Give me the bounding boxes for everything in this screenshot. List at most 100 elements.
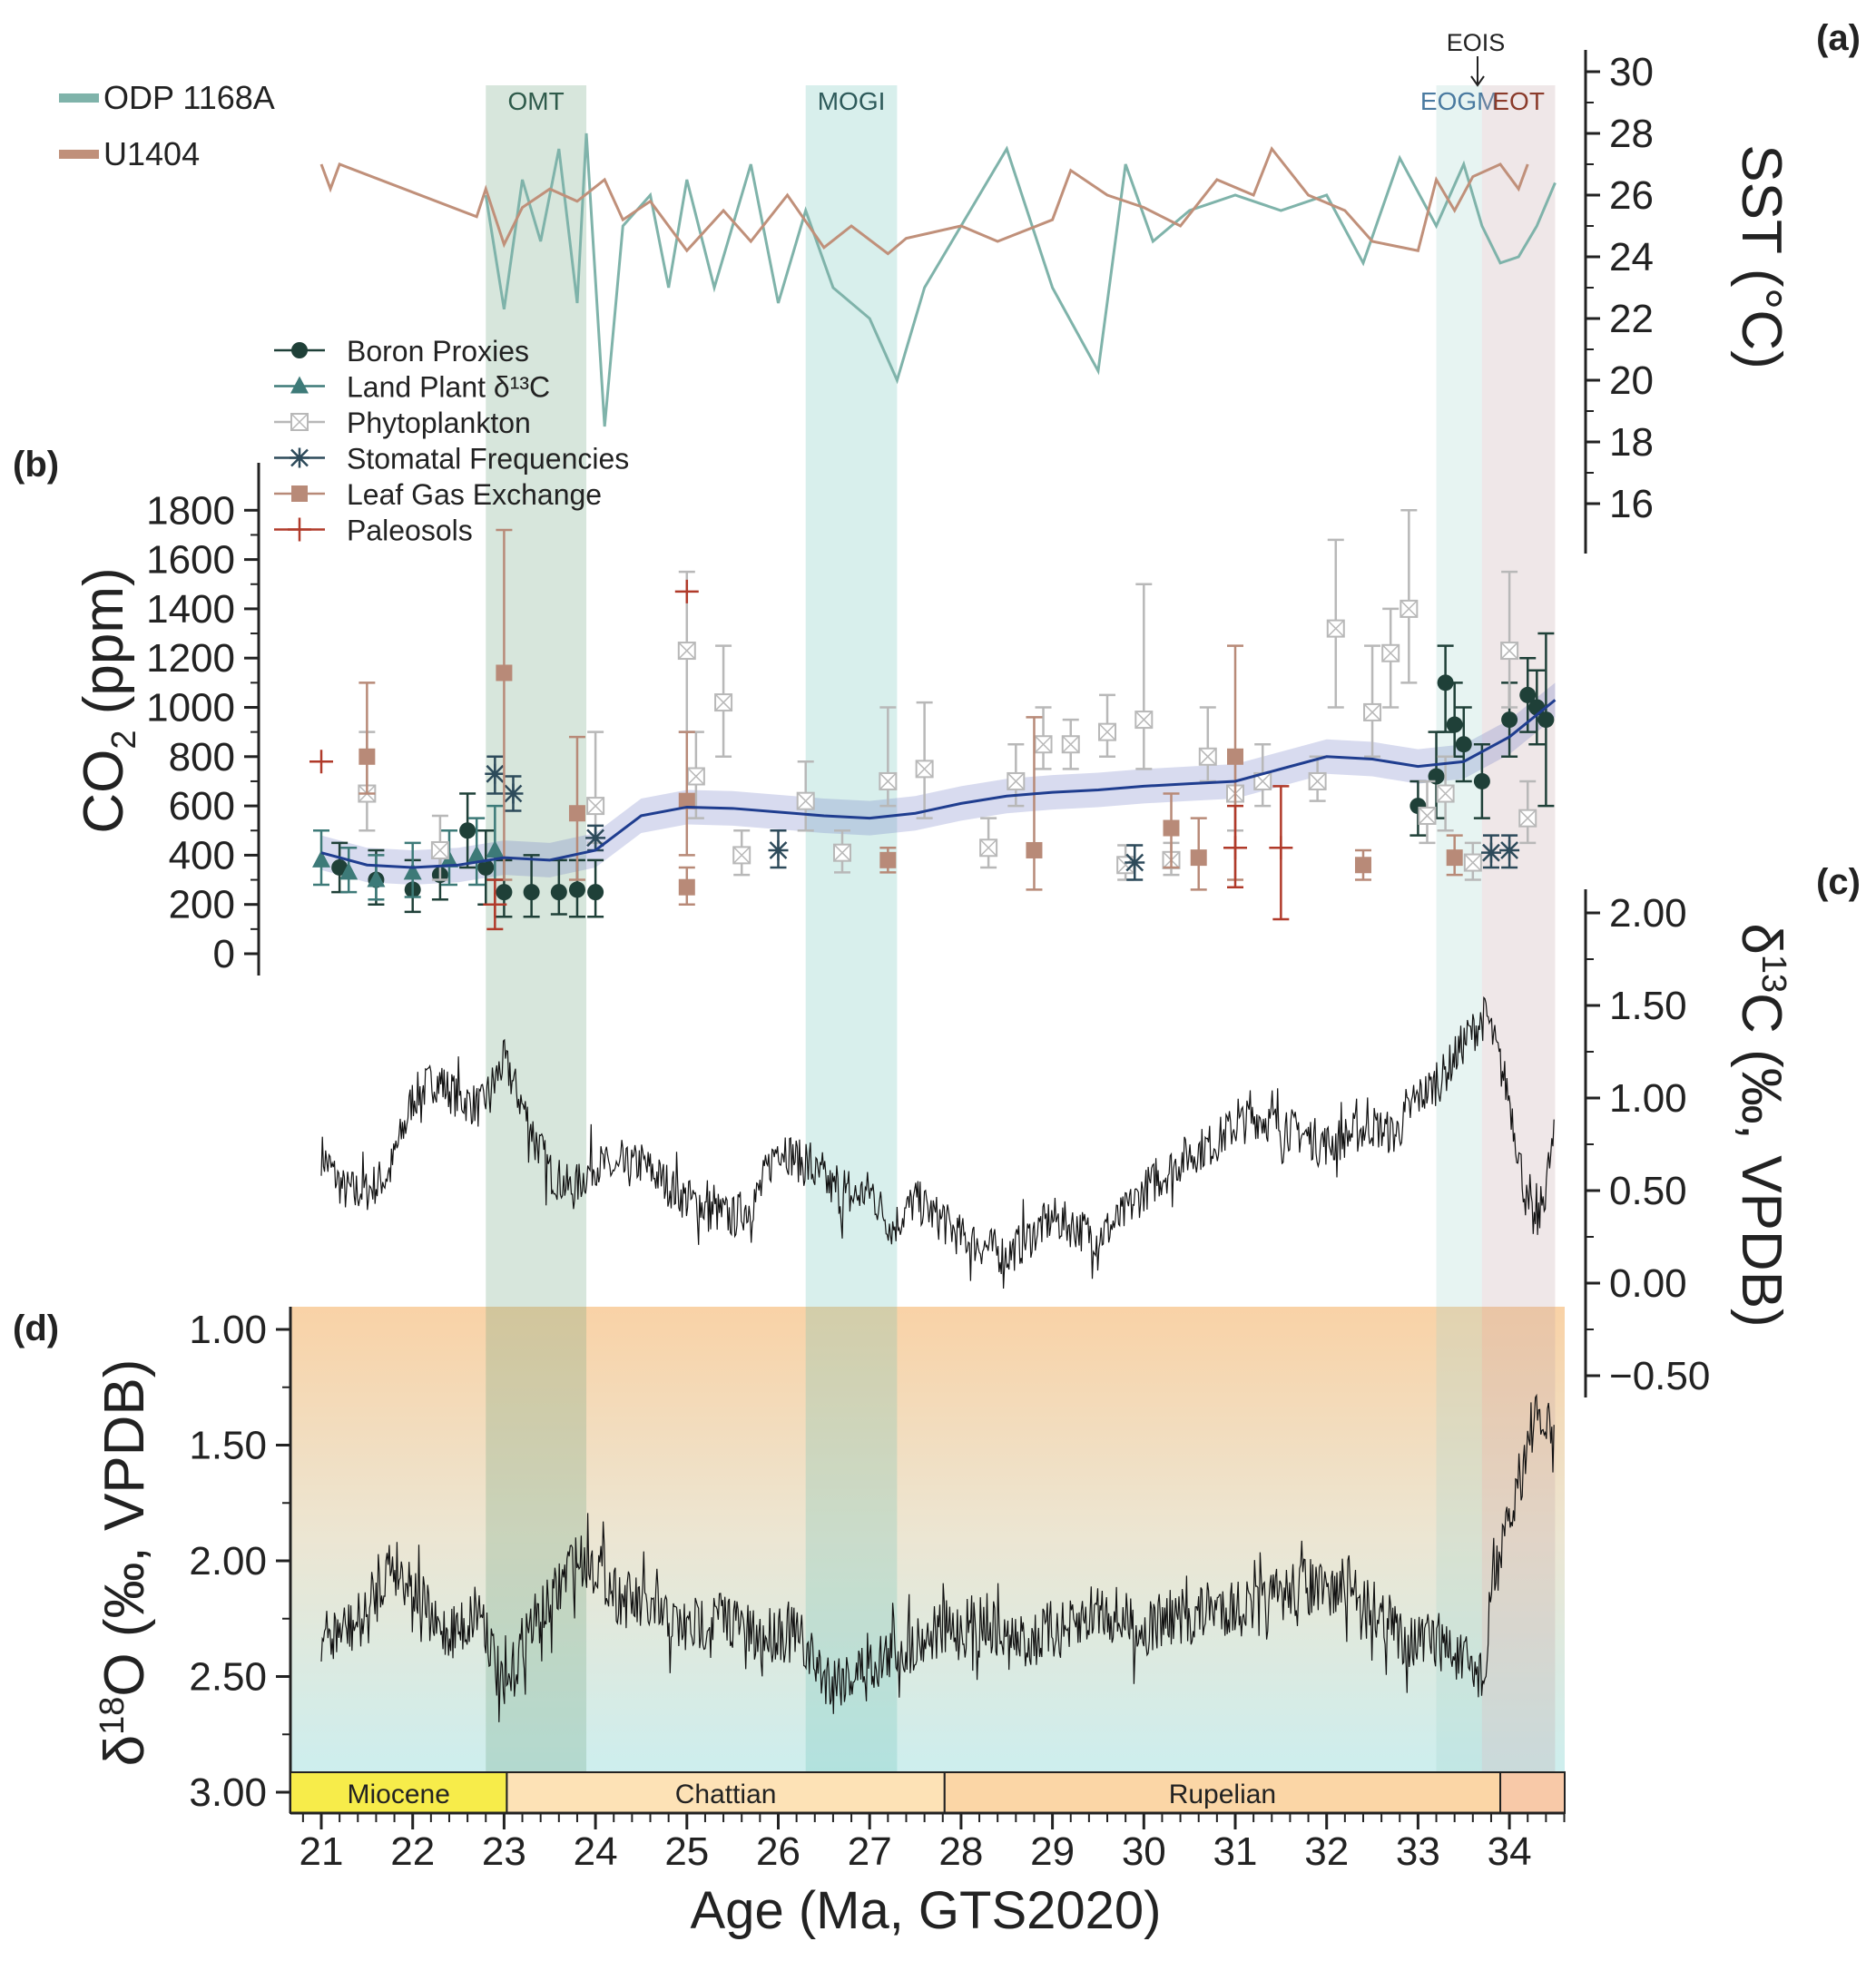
co2-tick-label: 600	[169, 784, 235, 829]
event-band-eogm	[1437, 85, 1482, 1772]
co2-point-phytoplankton	[1419, 808, 1435, 824]
co2-point-phytoplankton	[980, 839, 997, 856]
x-tick-label: 30	[1122, 1829, 1166, 1874]
x-tick-label: 22	[390, 1829, 435, 1874]
x-tick-label: 23	[482, 1829, 526, 1874]
legend-label: Leaf Gas Exchange	[347, 478, 602, 511]
co2-point-leaf-gas-exchange	[359, 749, 375, 765]
epoch-label: Miocene	[348, 1780, 450, 1809]
d13c-tick-label: 0.00	[1609, 1261, 1687, 1306]
d-panel-background	[290, 1307, 1565, 1772]
co2-tick-label: 1000	[146, 686, 235, 730]
co2-point-leaf-gas-exchange	[879, 852, 896, 868]
co2-point-paleosols	[1223, 836, 1247, 859]
co2-point-paleosols	[1269, 836, 1292, 859]
sst-line-odp1168a	[486, 133, 1555, 427]
d18o-axis-title: δ18O (‰, VPDB)	[93, 1359, 156, 1767]
legend-marker-asterisk-icon	[290, 448, 309, 468]
event-label-mogi: MOGI	[818, 87, 886, 115]
d13c-tick-label: 0.50	[1609, 1169, 1687, 1213]
figure: OMT MOGI EOGMEOT 3028262422201816020040060…	[0, 0, 1876, 1961]
co2-point-stomatal-frequencies	[503, 784, 523, 804]
co2-point-phytoplankton	[917, 760, 933, 777]
d13c-tick-label: −0.50	[1609, 1354, 1710, 1398]
co2-point-phytoplankton	[1501, 642, 1517, 659]
co2-point-phytoplankton	[587, 798, 604, 814]
co2-point-phytoplankton	[679, 642, 695, 659]
co2-point-stomatal-frequencies	[485, 764, 505, 784]
co2-point-boron-proxies	[1447, 717, 1463, 733]
co2-point-leaf-gas-exchange	[569, 805, 585, 821]
co2-point-phytoplankton	[1135, 711, 1152, 728]
x-tick-label: 27	[848, 1829, 892, 1874]
legend-label: Phytoplankton	[347, 407, 531, 439]
sst-tick-label: 24	[1609, 235, 1654, 279]
d18o-title-sup: 18	[93, 1697, 132, 1735]
co2-point-boron-proxies	[1456, 736, 1472, 752]
d18o-title-rest: O (‰, VPDB)	[93, 1359, 156, 1697]
d13c-axis-title: δ13C (‰, VPDB)	[1730, 923, 1793, 1327]
epoch-label: Chattian	[675, 1780, 777, 1809]
sst-tick-label: 26	[1609, 173, 1654, 218]
x-tick-label: 26	[756, 1829, 800, 1874]
co2-point-boron-proxies	[1537, 711, 1554, 728]
d13c-title-sup: 13	[1754, 955, 1793, 993]
co2-point-stomatal-frequencies	[1125, 853, 1144, 873]
co2-tick-label: 800	[169, 735, 235, 779]
x-tick-label: 21	[300, 1829, 344, 1874]
co2-point-phytoplankton	[1310, 773, 1326, 789]
epoch-label: Rupelian	[1169, 1780, 1276, 1809]
legend-label-odp1168a: ODP 1168A	[103, 79, 275, 116]
co2-point-phytoplankton	[1519, 810, 1536, 827]
legend-label: Paleosols	[347, 515, 473, 547]
legend-marker-triangle-icon	[290, 377, 309, 394]
x-tick-label: 34	[1488, 1829, 1532, 1874]
d13c-tick-label: 1.00	[1609, 1076, 1687, 1121]
x-axis-title: Age (Ma, GTS2020)	[691, 1881, 1162, 1940]
legend-marker-square-icon	[291, 485, 308, 502]
co2-point-leaf-gas-exchange	[1447, 849, 1463, 866]
co2-point-phytoplankton	[432, 842, 448, 858]
x-tick-label: 24	[574, 1829, 618, 1874]
d18o-title-main: δ	[93, 1735, 156, 1767]
x-tick-label: 29	[1030, 1829, 1075, 1874]
co2-point-phytoplankton	[1099, 724, 1115, 740]
event-label-omt: OMT	[508, 87, 565, 115]
co2-point-leaf-gas-exchange	[1355, 857, 1371, 873]
legend-marker-plus-icon	[288, 518, 311, 542]
co2-point-paleosols	[675, 580, 699, 603]
x-tick-label: 33	[1396, 1829, 1440, 1874]
event-band-eot	[1482, 85, 1556, 1772]
d18o-tick-label: 2.00	[189, 1539, 267, 1584]
co2-point-phytoplankton	[1063, 736, 1079, 752]
legend-label: Boron Proxies	[347, 335, 529, 368]
d13c-title-rest: C (‰, VPDB)	[1730, 993, 1793, 1328]
epoch-cell	[1500, 1772, 1565, 1813]
co2-title-sub: 2	[105, 730, 143, 750]
co2-errorbar-phytoplankton	[1135, 584, 1152, 770]
co2-point-phytoplankton	[879, 773, 896, 789]
legend-marker-circle-icon	[291, 342, 308, 358]
eois-annotation: EOIS	[1447, 29, 1506, 56]
co2-tick-label: 1600	[146, 538, 235, 583]
x-tick-label: 32	[1304, 1829, 1349, 1874]
co2-point-phytoplankton	[1328, 621, 1344, 637]
co2-point-boron-proxies	[587, 884, 604, 900]
event-band-mogi	[806, 85, 898, 1772]
co2-point-boron-proxies	[1474, 773, 1490, 789]
co2-axis-title: CO2 (ppm)	[73, 567, 143, 833]
co2-point-boron-proxies	[524, 884, 540, 900]
x-tick-label: 25	[664, 1829, 709, 1874]
co2-tick-label: 1400	[146, 587, 235, 632]
co2-point-phytoplankton	[688, 769, 704, 785]
co2-point-leaf-gas-exchange	[1191, 849, 1207, 866]
co2-point-leaf-gas-exchange	[1227, 749, 1243, 765]
legend-label: Land Plant δ¹³C	[347, 371, 550, 404]
sst-axis-title: SST (°C)	[1730, 144, 1793, 369]
co2-point-phytoplankton	[733, 847, 750, 863]
co2-point-phytoplankton	[1382, 645, 1399, 662]
panel-label-d: (d)	[13, 1309, 59, 1348]
co2-tick-label: 1200	[146, 636, 235, 681]
sst-tick-label: 28	[1609, 112, 1654, 156]
co2-point-phytoplankton	[834, 845, 850, 861]
